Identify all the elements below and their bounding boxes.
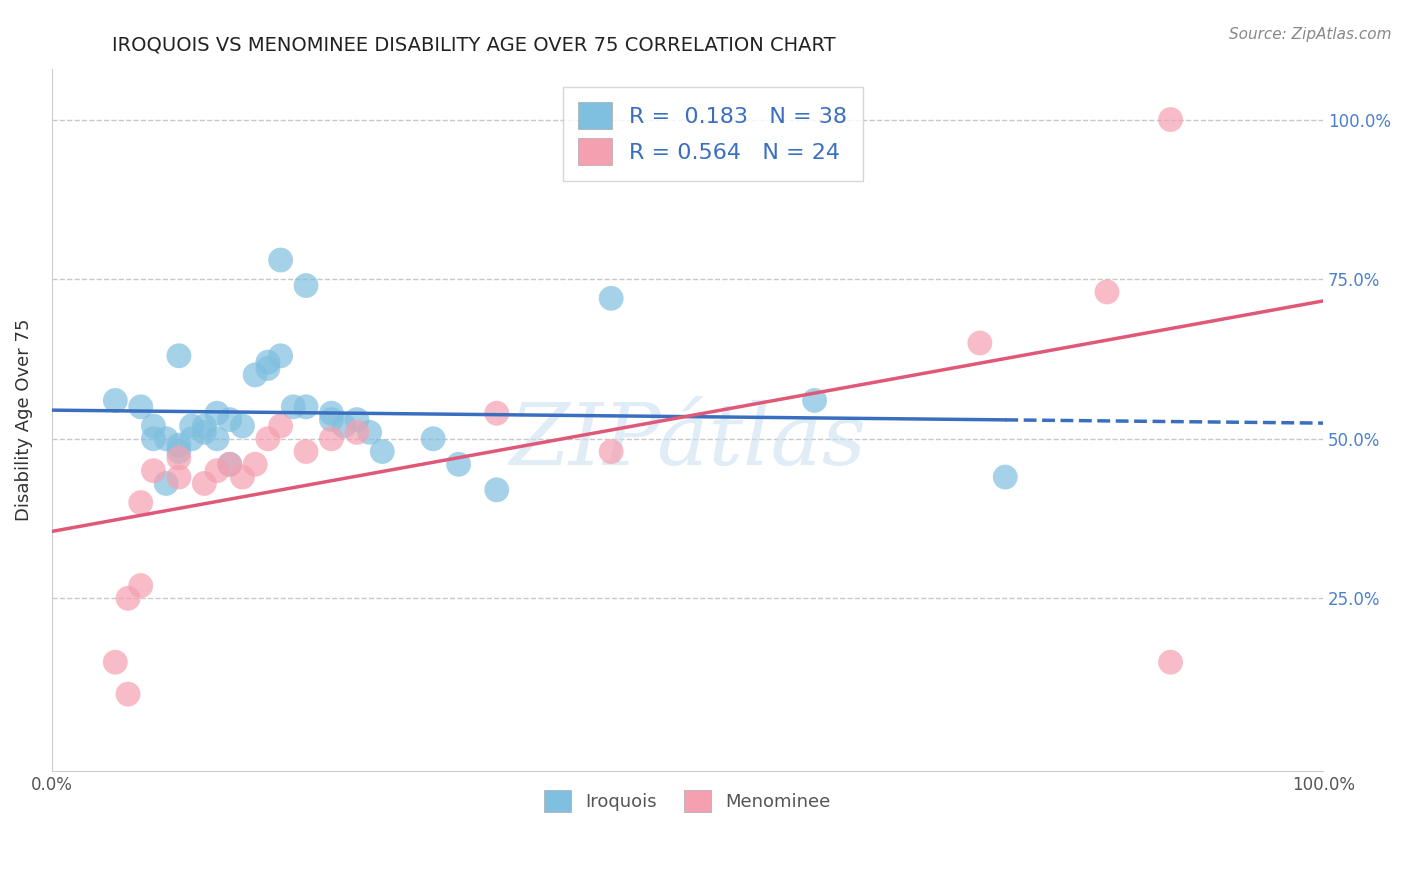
Point (218, 458, 240, 472)
Text: ZIPátlas: ZIPátlas (509, 400, 866, 482)
Point (243, 368, 266, 382)
Point (167, 349, 190, 363)
Point (104, 655, 127, 669)
Point (257, 432, 280, 446)
Point (346, 425, 368, 440)
Point (180, 419, 202, 434)
Point (295, 278, 318, 293)
Point (243, 458, 266, 472)
Point (257, 355, 280, 369)
Point (218, 458, 240, 472)
Point (142, 419, 165, 434)
Y-axis label: Disability Age Over 75: Disability Age Over 75 (15, 318, 32, 521)
Point (295, 444, 318, 458)
Point (142, 464, 165, 478)
Point (167, 450, 190, 465)
Point (193, 476, 215, 491)
Point (994, 470, 1017, 484)
Point (283, 400, 305, 414)
Point (193, 419, 215, 434)
Point (117, 687, 139, 701)
Point (117, 591, 139, 606)
Point (218, 412, 240, 426)
Point (167, 470, 190, 484)
Point (270, 349, 292, 363)
Point (447, 458, 470, 472)
Legend: Iroquois, Menominee: Iroquois, Menominee (531, 778, 844, 825)
Point (321, 412, 343, 426)
Point (485, 483, 508, 497)
Point (1095, 285, 1118, 299)
Point (167, 444, 190, 458)
Point (295, 400, 318, 414)
Text: Source: ZipAtlas.com: Source: ZipAtlas.com (1229, 27, 1392, 42)
Point (257, 361, 280, 376)
Text: IROQUOIS VS MENOMINEE DISABILITY AGE OVER 75 CORRELATION CHART: IROQUOIS VS MENOMINEE DISABILITY AGE OVE… (112, 36, 837, 54)
Point (205, 432, 228, 446)
Point (969, 336, 991, 351)
Point (155, 432, 177, 446)
Point (167, 438, 190, 452)
Point (333, 419, 356, 434)
Point (803, 393, 825, 408)
Point (422, 432, 444, 446)
Point (600, 444, 623, 458)
Point (104, 393, 127, 408)
Point (359, 425, 381, 440)
Point (205, 464, 228, 478)
Point (142, 432, 165, 446)
Point (231, 419, 253, 434)
Point (371, 444, 394, 458)
Point (205, 406, 228, 420)
Point (193, 425, 215, 440)
Point (129, 400, 152, 414)
Point (180, 432, 202, 446)
Point (270, 253, 292, 268)
Point (1160, 112, 1182, 127)
Point (231, 470, 253, 484)
Point (321, 432, 343, 446)
Point (485, 406, 508, 420)
Point (155, 476, 177, 491)
Point (346, 412, 368, 426)
Point (129, 495, 152, 509)
Point (129, 578, 152, 592)
Point (600, 291, 623, 305)
Point (270, 419, 292, 434)
Point (1160, 655, 1182, 669)
Point (321, 406, 343, 420)
